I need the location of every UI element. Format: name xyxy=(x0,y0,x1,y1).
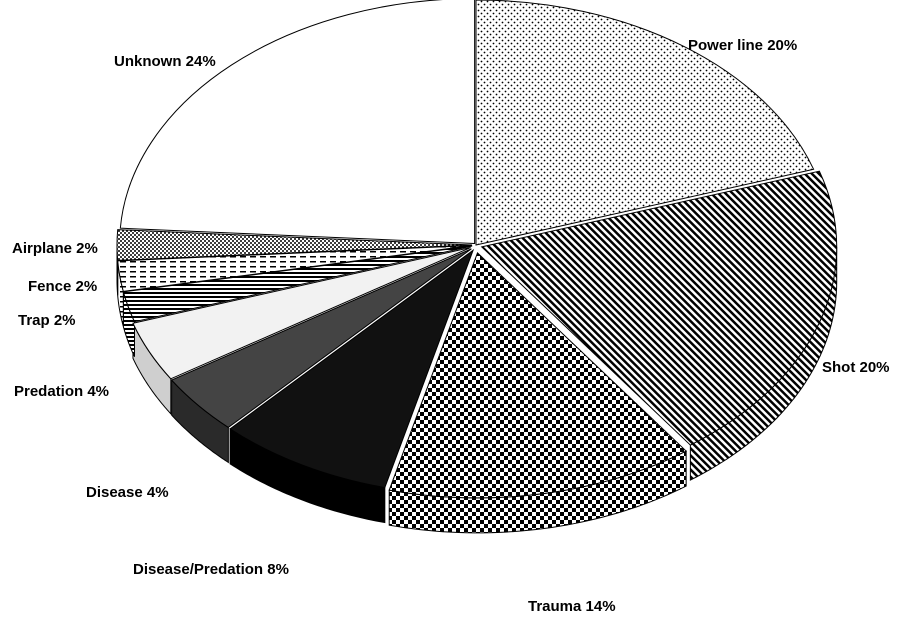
slice-label-disease-predation: Disease/Predation 8% xyxy=(133,561,289,578)
pie-slice-predation xyxy=(132,247,471,380)
slice-label-power-line: Power line 20% xyxy=(688,37,797,54)
slice-label-fence: Fence 2% xyxy=(28,278,97,295)
slice-label-trauma: Trauma 14% xyxy=(528,598,616,615)
pie-slice-fence xyxy=(117,245,473,292)
slice-label-trap: Trap 2% xyxy=(18,312,76,329)
slice-label-shot: Shot 20% xyxy=(822,359,890,376)
pie-tops xyxy=(116,0,838,499)
slice-label-predation: Predation 4% xyxy=(14,383,109,400)
pie-slice-airplane xyxy=(116,229,473,261)
pie-slice-disease xyxy=(170,248,472,429)
slice-label-unknown: Unknown 24% xyxy=(114,53,216,70)
slice-label-disease: Disease 4% xyxy=(86,484,169,501)
slice-labels: Power line 20% Shot 20% Trauma 14% Disease/… xyxy=(12,37,890,615)
pie-slice-trauma xyxy=(388,251,688,499)
pie-slice-shot xyxy=(480,170,838,446)
pie-slice-unknown xyxy=(119,0,476,245)
pie-slice-disease-predation xyxy=(229,248,475,489)
pie-slice-power-line xyxy=(475,0,815,246)
pie-slice-trap xyxy=(122,245,473,323)
slice-label-airplane: Airplane 2% xyxy=(12,240,98,257)
